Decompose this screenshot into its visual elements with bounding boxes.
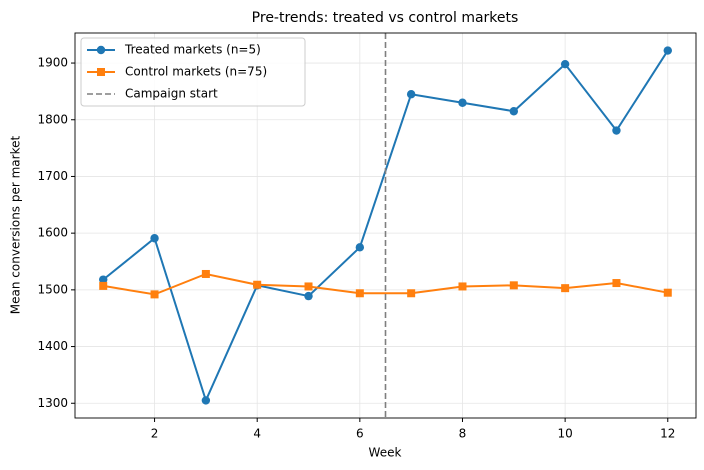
- legend-box: [80, 37, 306, 107]
- x-tick-label: 6: [356, 427, 364, 441]
- legend-label: Campaign start: [125, 87, 218, 101]
- y-tick-label: 1500: [37, 282, 68, 296]
- x-axis-label: Week: [369, 446, 402, 460]
- y-tick-label: 1600: [37, 226, 68, 240]
- marker: [99, 275, 108, 284]
- series-line: [103, 272, 668, 296]
- marker: [561, 284, 570, 293]
- marker: [150, 234, 159, 243]
- marker: [612, 126, 621, 135]
- marker: [406, 90, 416, 99]
- y-tick-label: 1300: [37, 396, 68, 410]
- marker: [201, 269, 210, 278]
- marker: [509, 107, 519, 116]
- y-tick-label: 1400: [37, 339, 68, 353]
- marker: [663, 288, 672, 297]
- marker: [150, 290, 159, 299]
- marker: [355, 289, 364, 298]
- y-tick-label: 1800: [37, 112, 68, 126]
- x-tick-label: 2: [151, 427, 159, 441]
- legend-marker: [97, 68, 105, 76]
- marker: [612, 279, 621, 288]
- marker: [201, 396, 211, 405]
- x-tick-label: 10: [557, 427, 572, 441]
- legend-label: Treated markets (n=5): [124, 43, 261, 57]
- marker: [407, 289, 416, 298]
- legend-label: Control markets (n=75): [125, 65, 267, 79]
- marker: [458, 98, 467, 107]
- marker: [304, 282, 313, 291]
- marker: [663, 46, 672, 55]
- marker: [355, 243, 365, 252]
- marker: [99, 281, 108, 290]
- x-tick-label: 4: [253, 427, 261, 441]
- marker: [304, 291, 313, 301]
- x-tick-label: 8: [459, 427, 467, 441]
- y-axis-label: Mean conversions per market: [9, 136, 23, 315]
- x-tick-label: 12: [660, 427, 675, 441]
- marker: [560, 59, 570, 69]
- y-tick-label: 1700: [37, 169, 68, 183]
- marker: [253, 280, 262, 289]
- marker: [458, 282, 467, 291]
- axes-frame: [74, 32, 697, 419]
- chart-title: Pre-trends: treated vs control markets: [252, 10, 519, 26]
- y-tick-label: 1900: [37, 56, 68, 70]
- legend-marker: [96, 45, 106, 55]
- marker: [509, 281, 518, 290]
